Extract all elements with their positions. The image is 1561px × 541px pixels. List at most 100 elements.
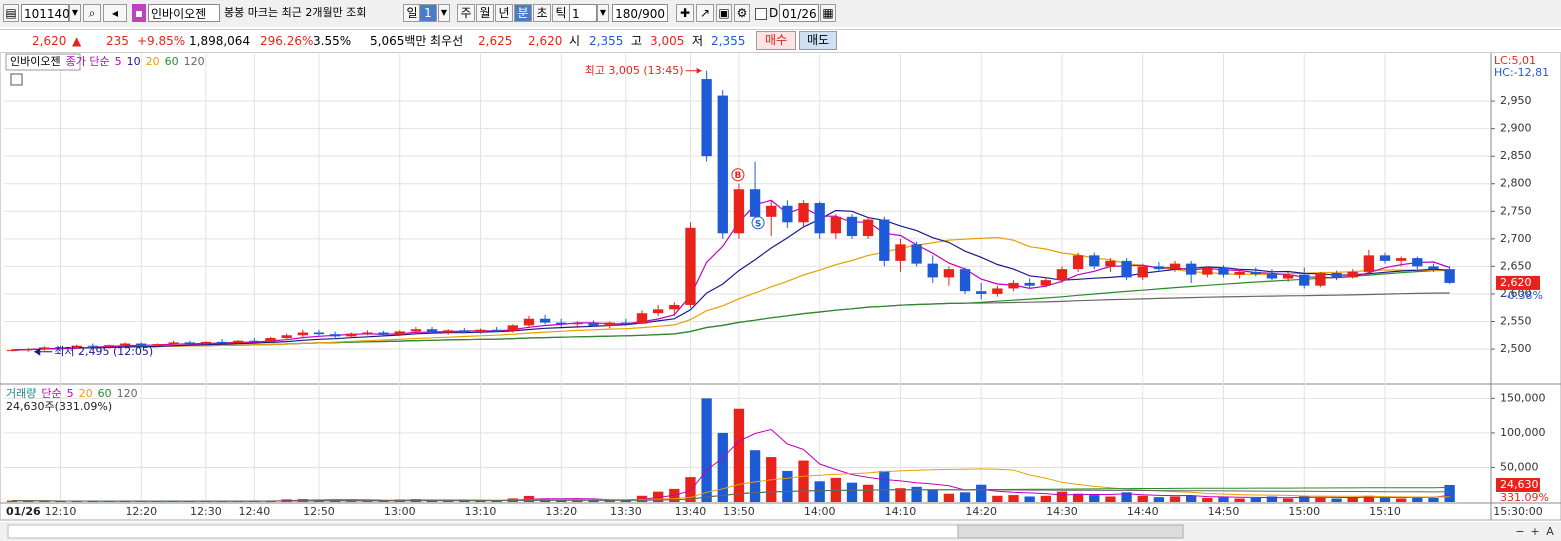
- candle-body: [830, 216, 842, 234]
- period-button[interactable]: 일: [403, 4, 421, 22]
- search-button[interactable]: ⌕: [83, 4, 101, 22]
- candle-body: [685, 227, 696, 305]
- date-input[interactable]: 01/26: [779, 4, 819, 22]
- low-label: 저: [692, 34, 704, 48]
- candle-body: [669, 304, 680, 310]
- candle-body: [1169, 263, 1181, 270]
- ma-line: [12, 489, 1450, 502]
- period-button[interactable]: 주: [457, 4, 475, 22]
- low: 2,355: [711, 34, 746, 48]
- volume-bar: [782, 470, 793, 502]
- stock-name[interactable]: 인바이오젠: [148, 4, 220, 22]
- x-tick-label: 15:00: [1288, 505, 1320, 518]
- period-button[interactable]: 년: [495, 4, 513, 22]
- volume-bar: [1412, 497, 1423, 502]
- legend-name: 거래량: [6, 387, 36, 400]
- legend-period: 5: [67, 387, 74, 400]
- end-label: 15:30:00: [1493, 505, 1542, 518]
- x-tick-label: 13:20: [545, 505, 577, 518]
- y-tick-label: 100,000: [1500, 426, 1546, 439]
- y-tick-label: 2,650: [1500, 259, 1532, 272]
- candle-body: [443, 330, 454, 333]
- candle-body: [1153, 266, 1165, 270]
- y-tick-label: 2,600: [1500, 287, 1532, 300]
- candle-body: [55, 347, 66, 349]
- interval-input[interactable]: 1: [569, 4, 597, 22]
- tool-button[interactable]: ✚: [676, 4, 694, 22]
- candle-body: [103, 345, 115, 347]
- candle-body: [216, 341, 228, 343]
- dropdown[interactable]: ▼: [438, 4, 450, 22]
- candle-body: [281, 335, 292, 339]
- settings-button[interactable]: ⚙: [734, 4, 750, 22]
- settings-icon[interactable]: [10, 73, 23, 86]
- volume-bar: [620, 499, 632, 502]
- candle-body: [1008, 282, 1019, 289]
- candle-body: [394, 331, 405, 335]
- period-button[interactable]: 초: [533, 4, 551, 22]
- candle-body: [895, 244, 906, 261]
- sound-button[interactable]: ◂: [103, 4, 127, 22]
- y-tick-label: 50,000: [1500, 460, 1539, 473]
- volume-bar: [1040, 495, 1051, 502]
- rate: +9.85%: [137, 34, 186, 48]
- legend-period: 20: [79, 387, 93, 400]
- last-rate: -0.38%: [1504, 289, 1543, 302]
- save-button[interactable]: ▣: [716, 4, 732, 22]
- calendar-button[interactable]: ▦: [820, 4, 836, 22]
- volume-bar: [39, 501, 50, 502]
- candle-body: [23, 349, 34, 351]
- last-volume: 24,630: [1500, 478, 1539, 491]
- candle-body: [1282, 274, 1294, 279]
- candle-body: [620, 322, 632, 324]
- ma-line: [12, 209, 1450, 351]
- candle-body: [814, 203, 825, 234]
- sell-button[interactable]: 매도: [799, 31, 837, 50]
- tool-button[interactable]: ↗: [696, 4, 714, 22]
- candle-body: [378, 332, 389, 335]
- scroll-thumb[interactable]: [957, 524, 1184, 539]
- x-tick-label: 14:00: [804, 505, 836, 518]
- legend-box: [5, 53, 81, 71]
- scroll-control[interactable]: −: [1515, 525, 1524, 538]
- period-button[interactable]: 분: [514, 4, 532, 22]
- candle-body: [249, 340, 260, 342]
- signal-badge: [731, 168, 745, 182]
- period-button[interactable]: 월: [476, 4, 494, 22]
- volume-bar: [1169, 496, 1181, 502]
- volume-bar: [652, 491, 664, 502]
- dropdown[interactable]: ▼: [69, 4, 81, 22]
- volume-bar: [1218, 497, 1229, 502]
- amount: 5,065백만: [370, 34, 427, 48]
- candle-body: [1202, 267, 1213, 275]
- volume-bar: [1186, 495, 1197, 502]
- scroll-control[interactable]: A: [1546, 525, 1554, 538]
- candle-body: [87, 345, 99, 347]
- candle-body: [911, 244, 922, 264]
- x-tick-label: 13:00: [384, 505, 416, 518]
- candle-body: [701, 79, 712, 157]
- checkbox[interactable]: [755, 8, 767, 20]
- candle-body: [1121, 260, 1132, 278]
- volume-bar: [1315, 497, 1326, 502]
- scroll-control[interactable]: +: [1530, 525, 1539, 538]
- code-input[interactable]: 101140: [21, 4, 70, 22]
- count-display: 180/900: [612, 4, 668, 22]
- volume-bar: [572, 500, 583, 502]
- last-volume-rate: 331.09%: [1500, 491, 1549, 504]
- volume-bar: [1266, 496, 1278, 502]
- period-button[interactable]: 1: [419, 4, 437, 22]
- high-label: 고: [631, 34, 643, 48]
- y-tick-label: 2,700: [1500, 232, 1532, 245]
- candle-body: [572, 323, 583, 325]
- period-button[interactable]: 틱: [552, 4, 570, 22]
- ask: 2,625: [478, 34, 513, 48]
- volume-bar: [1137, 495, 1148, 502]
- signal-badge: [751, 216, 765, 230]
- buy-button[interactable]: 매수: [756, 31, 796, 50]
- menu-button[interactable]: ▤: [3, 4, 19, 22]
- dropdown[interactable]: ▼: [597, 4, 609, 22]
- volume-bar: [1121, 492, 1132, 502]
- candle-body: [1428, 266, 1439, 270]
- candle-body: [362, 332, 373, 334]
